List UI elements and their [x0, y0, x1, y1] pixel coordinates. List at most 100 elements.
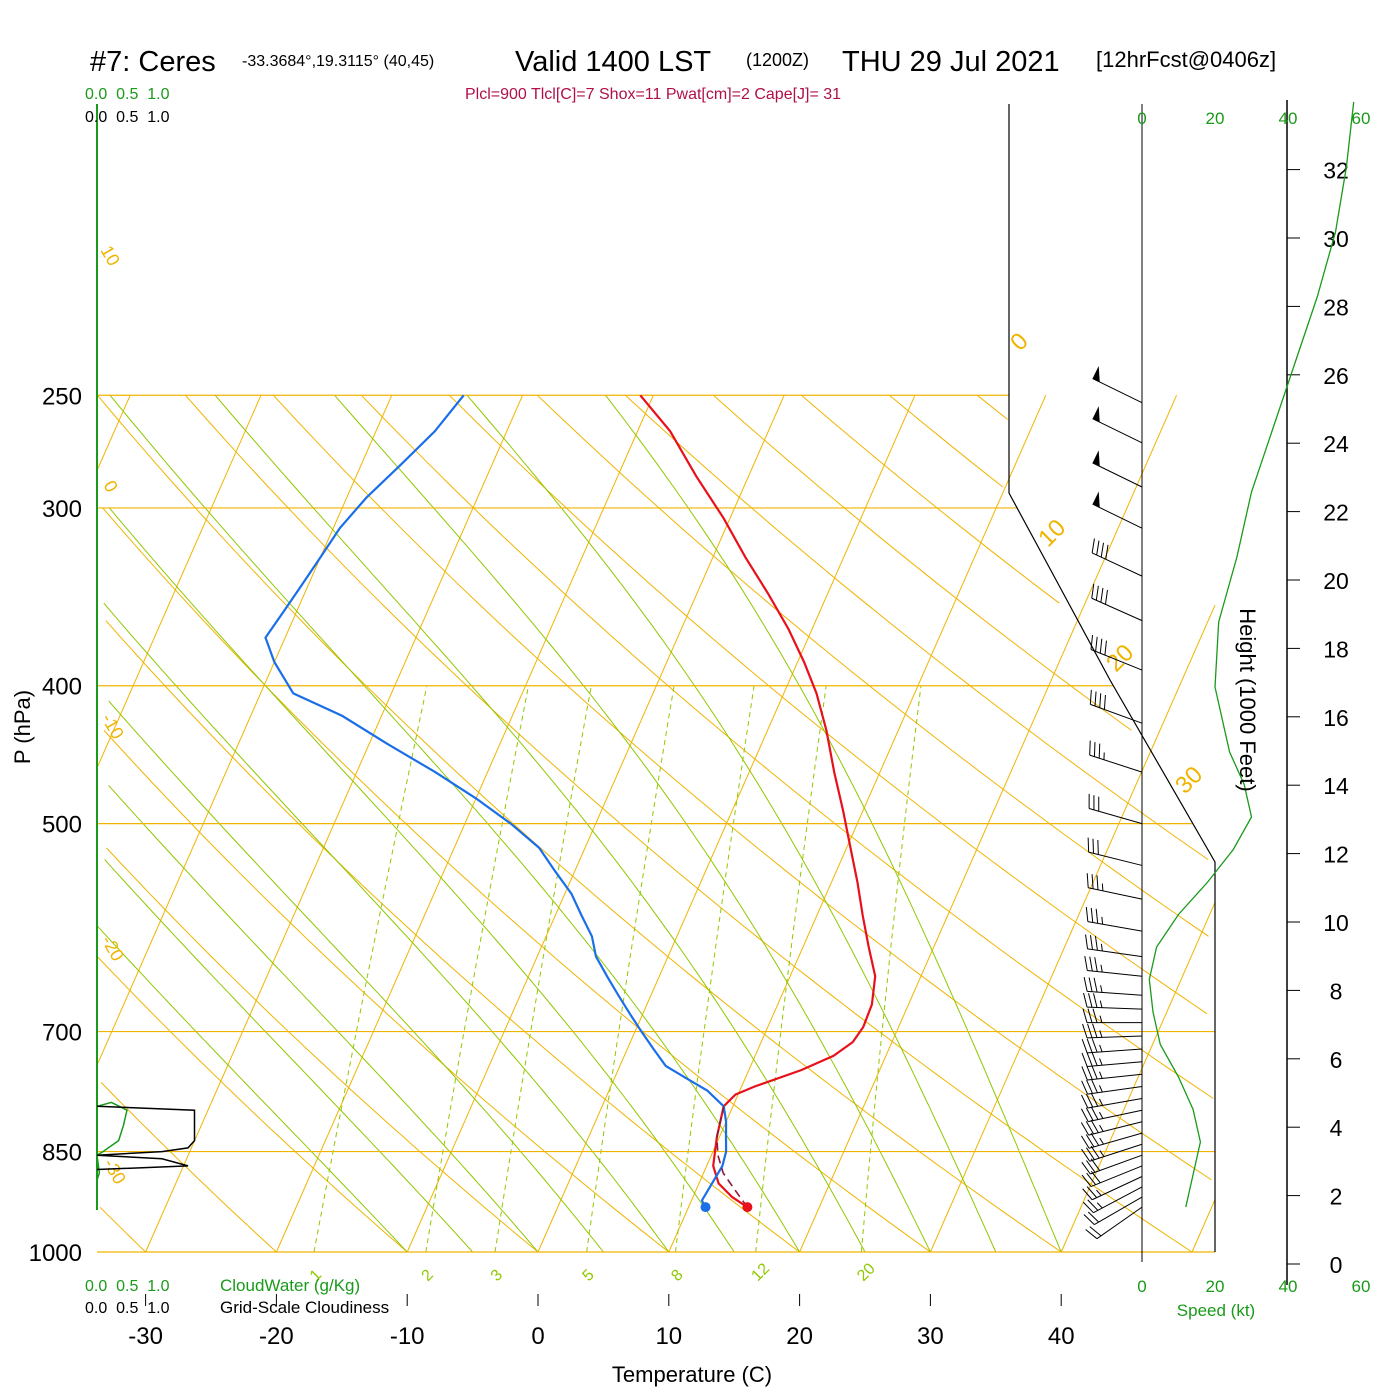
isotherm-line [96, 395, 262, 769]
wind-barb-half-feather [1099, 1071, 1103, 1079]
wind-barb [1092, 365, 1143, 404]
wind-barb [1085, 907, 1143, 932]
wind-barb-feather [1083, 977, 1088, 992]
sounding-indices: Plcl=900 Tlcl[C]=7 Shox=11 Pwat[cm]=2 Ca… [465, 86, 841, 103]
height-tick-label: 12 [1323, 842, 1349, 868]
wind-barb-feather [1099, 638, 1103, 654]
wind-barb-half-feather [1096, 1202, 1103, 1209]
wind-barb-flag [1092, 491, 1100, 508]
pressure-axis: 250 300 400 500 700 850 1000 [29, 383, 82, 1267]
dry-adiabat-line [185, 394, 1193, 1253]
wind-barb-feather [1091, 583, 1095, 599]
wind-barb-staff [1088, 1121, 1143, 1136]
wind-barb-half-feather [1099, 1030, 1103, 1038]
wind-barb-feather [1093, 977, 1098, 993]
wind-barb-staff [1092, 378, 1143, 404]
wind-barb-staff [1091, 597, 1143, 622]
pressure-tick-label: 850 [42, 1140, 82, 1167]
wind-barb-feather [1081, 1094, 1089, 1109]
height-tick-label: 2 [1330, 1184, 1343, 1210]
wind-barb [1091, 538, 1143, 577]
wind-barb-half-feather [1099, 1015, 1103, 1023]
wind-barb-half-feather [1099, 1000, 1103, 1008]
wind-barb [1081, 1065, 1143, 1081]
wind-barb-feather [1093, 993, 1098, 1008]
wind-barb [1092, 406, 1143, 444]
speed-tick-label-bottom: 60 [1352, 1277, 1371, 1296]
wind-barb-feather [1091, 1051, 1098, 1066]
wind-barb [1083, 1196, 1143, 1226]
moist-adiabat-line [334, 394, 931, 1253]
cloudiness-line [96, 1105, 196, 1171]
plot-right-boundary [1008, 104, 1216, 1252]
wind-barb-staff [1096, 1206, 1143, 1240]
wind-barb-flag [1092, 406, 1100, 423]
dry-adiabat-line [625, 394, 1209, 861]
wind-barb-feather [1082, 1023, 1088, 1039]
temperature-tick-label: -10 [390, 1323, 425, 1350]
surface-dewpoint-point [700, 1202, 711, 1213]
dry-adiabat-line [361, 394, 1214, 1099]
wind-barb [1088, 793, 1143, 825]
height-tick-label: 14 [1323, 773, 1349, 799]
height-tick-label: 0 [1330, 1252, 1343, 1278]
wind-barb [1083, 992, 1143, 1010]
wind-barb-feather [1081, 1135, 1090, 1149]
wind-barb-staff [1089, 754, 1143, 773]
wind-barb [1081, 1132, 1143, 1149]
wind-barb-staff [1094, 1196, 1143, 1226]
wind-barb-feather [1104, 589, 1108, 605]
wind-barb-feather [1092, 1023, 1098, 1038]
wind-barb [1090, 634, 1143, 671]
wind-barb-feather [1086, 1038, 1093, 1053]
temperature-tick-label: -30 [128, 1323, 163, 1350]
moist-adiabat-line [605, 394, 1062, 1253]
wind-barb-feather [1090, 1106, 1099, 1120]
wind-barb-half-feather [1099, 1124, 1104, 1132]
speed-tick-label-top: 20 [1206, 109, 1225, 128]
wind-barb-feather [1080, 1108, 1089, 1122]
height-tick-label: 28 [1323, 294, 1349, 320]
dry-adiabat-line [97, 394, 1062, 1253]
wind-barb [1085, 1206, 1143, 1240]
wind-barb-feather [1091, 538, 1095, 553]
temperature-tick-label: 20 [786, 1323, 813, 1350]
cloud-profiles [96, 1101, 196, 1181]
wind-barb-staff [1088, 807, 1143, 825]
wind-barb-feather [1096, 540, 1100, 556]
wind-barb-feather [1090, 634, 1094, 650]
temperature-tick-label: -20 [259, 1323, 294, 1350]
wind-barb [1080, 1106, 1143, 1123]
dewpoint-line [264, 394, 728, 1208]
wind-barb-feather [1081, 1080, 1088, 1095]
wind-barb-staff [1092, 503, 1143, 529]
wind-barb-half-feather [1099, 1150, 1105, 1157]
surface-temperature-point [742, 1202, 753, 1213]
cloudiness-scale-top: 0.0 0.5 1.0 [85, 109, 170, 126]
height-tick-label: 22 [1323, 500, 1349, 526]
wind-barb [1082, 1176, 1143, 1201]
isotherm-line [1191, 1199, 1216, 1253]
wind-barb-staff [1090, 649, 1143, 671]
moist-adiabat-line [108, 700, 604, 1253]
temperature-tick-label: 30 [917, 1323, 944, 1350]
height-tick-label: 20 [1323, 568, 1349, 594]
speed-profile-line [1148, 101, 1355, 1208]
wind-barb-staff [1091, 1176, 1143, 1201]
wind-barb-staff [1087, 948, 1143, 958]
wind-barb [1089, 740, 1143, 773]
wind-barb-feather [1081, 1052, 1088, 1067]
wind-barb-half-feather [1099, 1111, 1104, 1119]
wind-barb-half-feather [1099, 1058, 1103, 1066]
wind-barb-staff [1090, 1165, 1143, 1188]
wind-barb-feather [1089, 689, 1092, 705]
speed-tick-label-top: 40 [1279, 109, 1298, 128]
moist-adiabat-line [466, 394, 997, 1253]
wind-barb-feather [1087, 1008, 1093, 1023]
wind-barb-half-feather [1100, 985, 1103, 993]
cloudwater-line [96, 1101, 128, 1181]
isotherm-line [96, 395, 131, 471]
wind-barb-feather [1086, 1172, 1097, 1185]
wind-barb-feather [1100, 587, 1104, 603]
